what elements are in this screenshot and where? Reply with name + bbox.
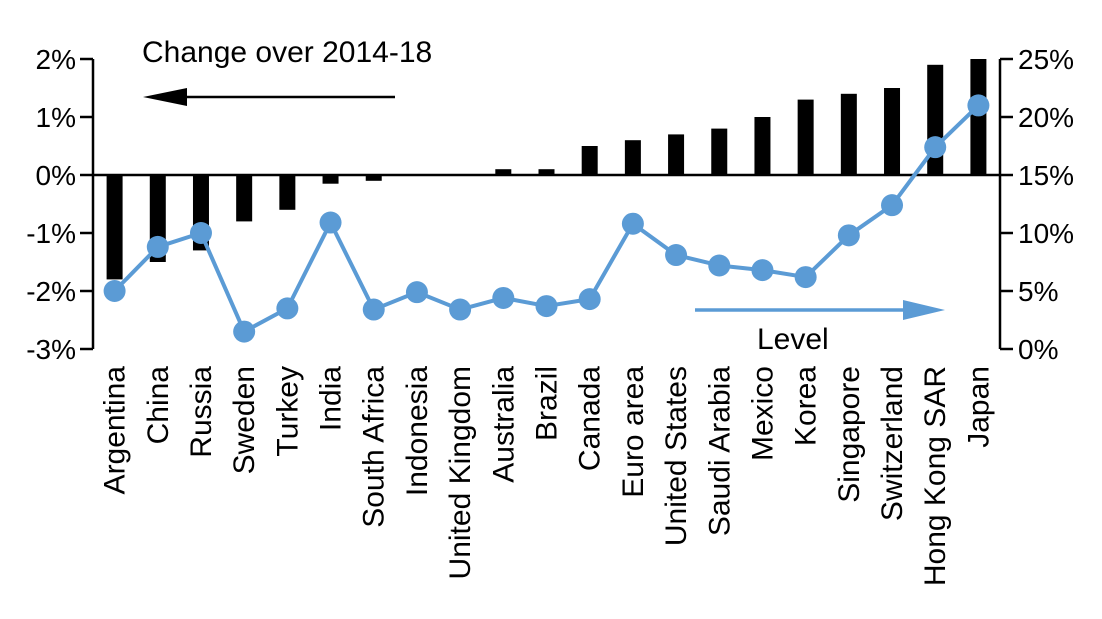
- category-label-Euro area: Euro area: [617, 366, 650, 498]
- bar-Saudi Arabia: [711, 128, 728, 175]
- bar-Singapore: [840, 93, 857, 175]
- level-point-Japan: [967, 94, 990, 117]
- category-label-Canada: Canada: [574, 366, 607, 471]
- level-point-Sweden: [233, 320, 256, 343]
- right-tick-label: 5%: [1018, 276, 1058, 307]
- left-tick-label: -3%: [26, 334, 76, 365]
- level-point-United States: [665, 244, 688, 267]
- level-point-Switzerland: [881, 194, 904, 217]
- bar-Argentina: [106, 175, 123, 280]
- bar-Euro area: [624, 140, 641, 175]
- category-label-Russia: Russia: [185, 366, 218, 458]
- left-tick-label: 0%: [36, 160, 76, 191]
- level-right-arrowhead-icon: [903, 300, 945, 320]
- level-point-South Africa: [362, 298, 385, 321]
- level-point-Turkey: [276, 297, 299, 320]
- bar-Sweden: [236, 175, 253, 222]
- bar-Korea: [797, 99, 814, 175]
- category-label-Hong Kong SAR: Hong Kong SAR: [919, 366, 952, 586]
- bar-Australia: [495, 169, 512, 175]
- level-point-Australia: [492, 286, 515, 309]
- category-label-Australia: Australia: [487, 366, 520, 483]
- left-tick-label: 2%: [36, 44, 76, 75]
- category-label-South Africa: South Africa: [358, 366, 391, 528]
- level-point-Singapore: [837, 224, 860, 247]
- bar-Hong Kong SAR: [927, 64, 944, 175]
- level-point-Indonesia: [405, 281, 428, 304]
- change-left-arrowhead-icon: [143, 88, 187, 106]
- category-label-China: China: [142, 366, 175, 445]
- bar-India: [322, 175, 339, 184]
- category-label-Korea: Korea: [790, 366, 823, 446]
- level-point-Mexico: [751, 259, 774, 282]
- category-label-Brazil: Brazil: [531, 366, 564, 441]
- level-point-China: [146, 235, 169, 258]
- right-tick-label: 20%: [1018, 102, 1074, 133]
- level-point-Euro area: [621, 212, 644, 235]
- category-label-Mexico: Mexico: [746, 366, 779, 461]
- bar-Japan: [970, 59, 987, 175]
- change-series-label: Change over 2014-18: [142, 36, 433, 69]
- bar-Turkey: [279, 175, 296, 210]
- category-label-Argentina: Argentina: [99, 366, 132, 495]
- level-series-label: Level: [757, 323, 829, 356]
- right-tick-label: 25%: [1018, 44, 1074, 75]
- level-point-Saudi Arabia: [708, 254, 731, 277]
- level-point-Argentina: [103, 280, 126, 302]
- bar-Switzerland: [884, 88, 901, 175]
- level-point-India: [319, 211, 342, 234]
- bar-Brazil: [538, 169, 555, 175]
- category-label-Saudi Arabia: Saudi Arabia: [703, 366, 736, 536]
- bar-Mexico: [754, 117, 771, 175]
- category-label-Indonesia: Indonesia: [401, 366, 434, 496]
- right-tick-label: 10%: [1018, 218, 1074, 249]
- level-point-Hong Kong SAR: [924, 136, 947, 159]
- category-label-Switzerland: Switzerland: [876, 366, 909, 521]
- left-tick-label: -1%: [26, 218, 76, 249]
- level-point-United Kingdom: [449, 298, 472, 321]
- bar-Canada: [581, 146, 598, 175]
- right-tick-label: 0%: [1018, 334, 1058, 365]
- category-label-United States: United States: [660, 366, 693, 546]
- level-point-Canada: [578, 288, 601, 311]
- category-label-Sweden: Sweden: [228, 366, 261, 474]
- level-point-Korea: [794, 266, 817, 289]
- category-label-United Kingdom: United Kingdom: [444, 366, 477, 579]
- right-tick-label: 15%: [1018, 160, 1074, 191]
- bar-United States: [668, 134, 685, 175]
- category-label-Turkey: Turkey: [271, 366, 304, 457]
- category-label-Singapore: Singapore: [833, 366, 866, 503]
- level-point-Russia: [189, 222, 212, 244]
- level-point-Brazil: [535, 295, 558, 318]
- bar-South Africa: [365, 175, 382, 181]
- left-tick-label: 1%: [36, 102, 76, 133]
- category-label-India: India: [315, 366, 348, 431]
- left-tick-label: -2%: [26, 276, 76, 307]
- category-label-Japan: Japan: [962, 366, 995, 448]
